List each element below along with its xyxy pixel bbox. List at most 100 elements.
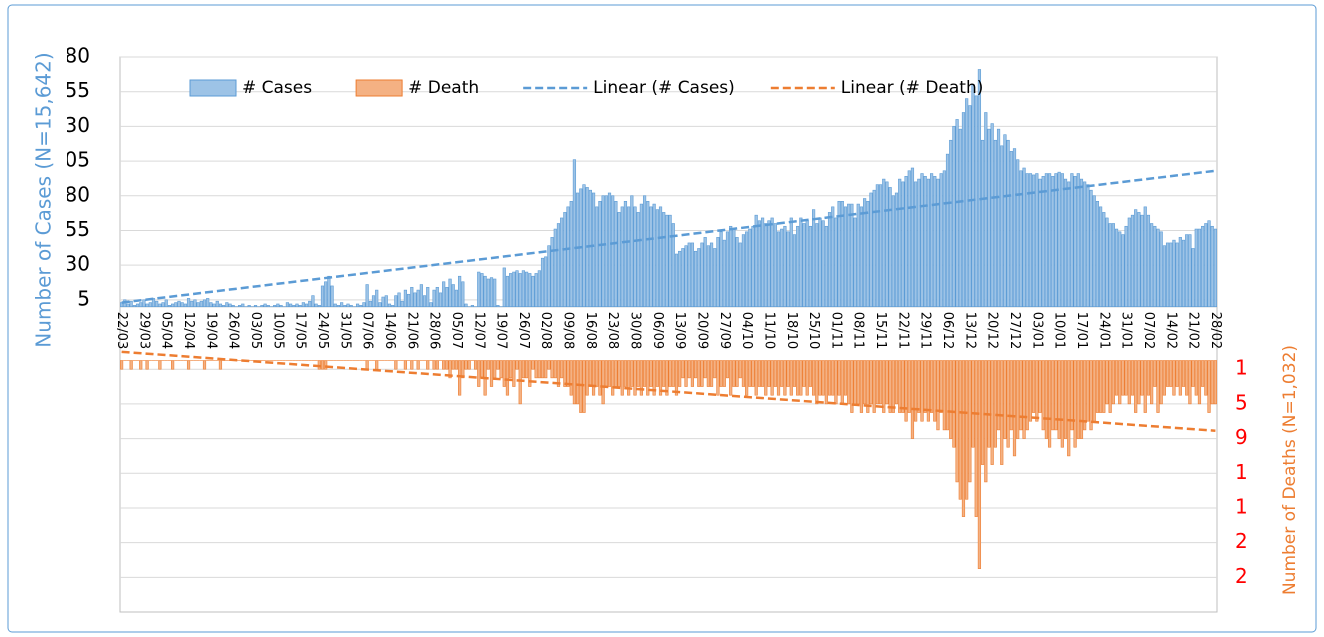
bar xyxy=(148,302,152,308)
bar xyxy=(923,176,927,308)
bar xyxy=(1153,225,1157,308)
bar xyxy=(480,360,484,379)
bar xyxy=(821,360,825,396)
bar xyxy=(410,360,414,370)
bar xyxy=(863,198,867,308)
bar xyxy=(499,360,503,379)
bar xyxy=(442,281,446,308)
bar xyxy=(824,225,828,308)
bar xyxy=(1181,239,1186,308)
bar xyxy=(531,275,535,308)
bar xyxy=(381,296,385,308)
bar xyxy=(253,305,258,308)
bar xyxy=(371,295,376,308)
bar xyxy=(1213,360,1218,405)
bar xyxy=(910,360,915,439)
bar xyxy=(690,360,695,387)
bar xyxy=(1111,360,1115,405)
bar xyxy=(668,214,672,308)
bar xyxy=(636,360,640,387)
x-tick-label: 19/07 xyxy=(494,312,509,349)
bar xyxy=(885,360,889,405)
bar xyxy=(1003,360,1007,439)
bar xyxy=(1067,360,1071,457)
bar xyxy=(470,305,474,308)
bar xyxy=(556,360,561,387)
bar xyxy=(917,178,921,308)
y2-tick-label: 25 xyxy=(1235,564,1260,588)
bar xyxy=(416,360,420,370)
bar xyxy=(974,95,978,308)
bar xyxy=(942,360,946,431)
x-tick-label: 12/07 xyxy=(471,312,486,349)
bar xyxy=(620,360,624,396)
bar xyxy=(926,360,930,422)
bar xyxy=(1009,151,1013,308)
bar xyxy=(1038,360,1042,413)
bar xyxy=(1000,360,1004,465)
bar xyxy=(888,360,892,413)
bar xyxy=(901,360,905,413)
y2-tick-label: 1 xyxy=(1235,356,1248,380)
x-tick-label: 03/05 xyxy=(248,312,263,349)
bar xyxy=(537,270,541,308)
bar xyxy=(1153,360,1157,387)
bar xyxy=(872,360,876,413)
legend-swatch xyxy=(189,79,237,97)
bar xyxy=(776,360,781,396)
bar xyxy=(1213,228,1218,308)
x-tick-label: 03/01 xyxy=(1029,312,1044,349)
bar xyxy=(1124,360,1128,396)
x-tick-label: 16/08 xyxy=(583,312,598,349)
x-tick-label: 15/11 xyxy=(873,312,888,349)
bar xyxy=(792,234,797,308)
bar xyxy=(598,201,602,308)
bar xyxy=(1204,223,1208,308)
bar xyxy=(225,302,229,308)
bar xyxy=(655,209,659,308)
bar xyxy=(859,206,864,308)
bar xyxy=(301,302,305,308)
bar xyxy=(1146,214,1151,308)
bar xyxy=(464,360,468,370)
bar xyxy=(1025,360,1029,431)
bar xyxy=(894,192,899,308)
bar xyxy=(1102,212,1106,308)
bar xyxy=(1134,209,1138,308)
bar xyxy=(1118,231,1122,308)
bar xyxy=(394,295,398,308)
bar xyxy=(732,360,736,387)
x-tick-label: 20/12 xyxy=(985,312,1000,349)
bar xyxy=(1006,360,1010,448)
bar xyxy=(126,303,130,308)
bar xyxy=(340,302,344,308)
x-tick-label: 13/12 xyxy=(962,312,977,349)
bar xyxy=(362,302,366,308)
bar xyxy=(850,203,854,308)
bar xyxy=(706,245,710,308)
bar xyxy=(703,360,707,379)
x-tick-label: 26/04 xyxy=(226,312,241,349)
bar xyxy=(933,360,937,422)
bar xyxy=(1191,248,1195,308)
bar xyxy=(1150,223,1154,308)
bar xyxy=(1204,360,1208,396)
bar xyxy=(1025,173,1029,308)
bar xyxy=(837,201,841,308)
bar xyxy=(314,303,318,308)
bar xyxy=(824,360,828,405)
bar xyxy=(515,360,519,370)
bar xyxy=(458,275,462,308)
bar xyxy=(1032,174,1036,308)
bar xyxy=(550,360,554,379)
bar xyxy=(863,360,867,405)
bar xyxy=(1089,360,1093,431)
bar xyxy=(167,305,172,308)
bar xyxy=(1022,360,1026,439)
bar xyxy=(738,242,742,308)
bar xyxy=(493,278,497,308)
bar xyxy=(180,302,184,308)
bar xyxy=(435,360,439,370)
bar xyxy=(646,360,650,396)
